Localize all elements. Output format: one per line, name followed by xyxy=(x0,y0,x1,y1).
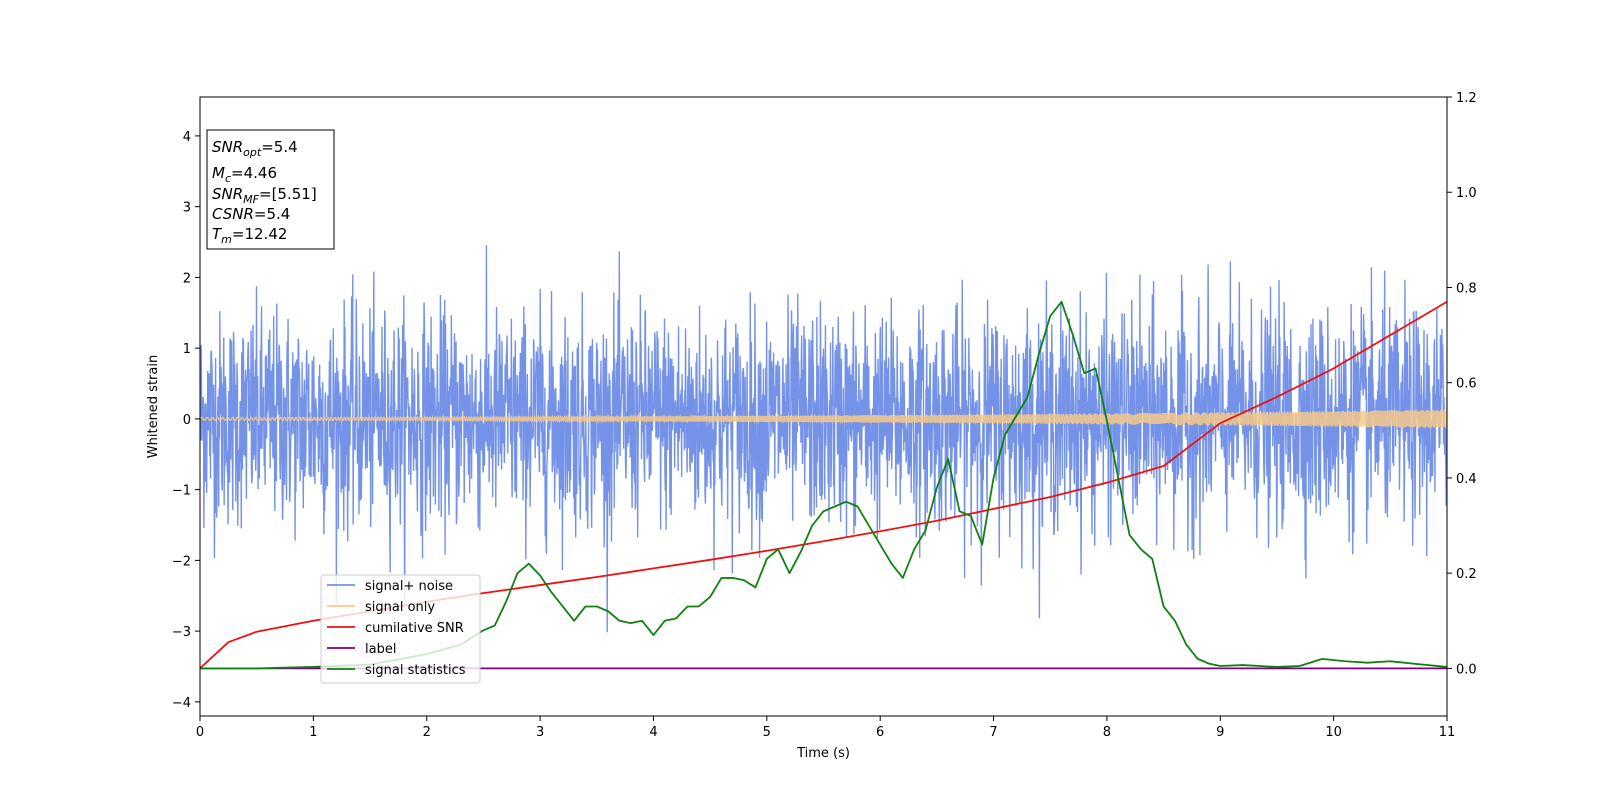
info-line: CSNR=5.4 xyxy=(212,205,290,223)
x-tick-label: 3 xyxy=(536,725,544,740)
x-tick-label: 1 xyxy=(309,725,317,740)
y-tick-label: 3 xyxy=(183,201,191,216)
x-tick-label: 10 xyxy=(1325,725,1342,740)
x-tick-label: 8 xyxy=(1103,725,1111,740)
series-signal-statistics xyxy=(200,300,1447,670)
y2-tick-label: 0.2 xyxy=(1456,567,1477,582)
y2-tick-label: 0.6 xyxy=(1456,377,1477,392)
y-tick-label: 2 xyxy=(183,271,191,286)
x-tick-label: 5 xyxy=(763,725,771,740)
y-axis-label: Whitened strain xyxy=(146,355,161,458)
y2-tick-label: 0.4 xyxy=(1456,472,1477,487)
info-line: SNRopt=5.4 xyxy=(212,138,298,159)
x-tick-label: 9 xyxy=(1216,725,1224,740)
x-axis: 0 1 2 3 4 5 6 7 8 9 10 11 xyxy=(196,716,1455,740)
legend-frame xyxy=(320,574,481,684)
y-tick-label: −1 xyxy=(172,484,191,499)
x-tick-label: 4 xyxy=(649,725,657,740)
info-box-frame xyxy=(206,129,335,250)
y2-tick-label: 0.0 xyxy=(1456,662,1477,677)
y-axis-left: −4 −3 −2 −1 0 1 2 3 4 xyxy=(172,130,200,711)
legend-label: label xyxy=(365,642,396,657)
series-signal-noise xyxy=(200,245,1447,633)
y2-tick-label: 1.2 xyxy=(1456,91,1477,106)
legend-label: cumilative SNR xyxy=(365,621,464,636)
legend-label: signal statistics xyxy=(365,663,466,678)
x-tick-label: 2 xyxy=(423,725,431,740)
legend: signal+ noise signal only cumilative SNR la… xyxy=(320,574,481,684)
y-tick-label: 1 xyxy=(183,342,191,357)
y2-tick-label: 1.0 xyxy=(1456,186,1477,201)
info-line: Mc=4.46 xyxy=(212,164,277,185)
x-tick-label: 11 xyxy=(1439,725,1456,740)
x-tick-label: 0 xyxy=(196,725,204,740)
x-axis-label: Time (s) xyxy=(796,746,850,761)
y-tick-label: 4 xyxy=(183,130,191,145)
y-tick-label: 0 xyxy=(183,413,191,428)
y-tick-label: −4 xyxy=(172,696,191,711)
y2-tick-label: 0.8 xyxy=(1456,281,1477,296)
x-tick-label: 7 xyxy=(989,725,997,740)
info-line: Tm=12.42 xyxy=(212,225,287,246)
axes-border xyxy=(199,96,1448,717)
info-line: SNRMF=[5.51] xyxy=(212,185,317,206)
x-tick-label: 6 xyxy=(876,725,884,740)
axes-frame xyxy=(199,96,1448,717)
y-tick-label: −2 xyxy=(172,554,191,569)
y-axis-right: 0.0 0.2 0.4 0.6 0.8 1.0 1.2 xyxy=(1447,91,1477,677)
series-signal-only xyxy=(200,409,1447,429)
y-tick-label: −3 xyxy=(172,625,191,640)
legend-label: signal only xyxy=(365,600,435,615)
legend-label: signal+ noise xyxy=(365,579,453,594)
